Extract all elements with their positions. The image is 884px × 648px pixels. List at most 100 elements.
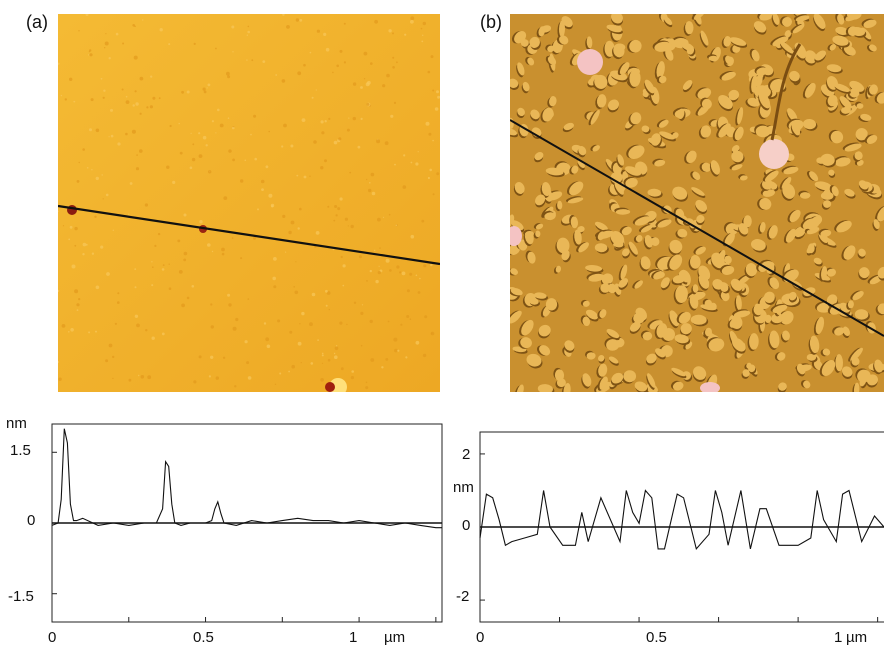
texture-speck bbox=[333, 140, 338, 145]
texture-speck bbox=[254, 157, 257, 161]
texture-speck bbox=[125, 95, 128, 98]
texture-speck bbox=[101, 174, 103, 176]
island bbox=[826, 64, 842, 73]
texture-speck bbox=[320, 378, 324, 382]
island bbox=[738, 274, 751, 285]
island bbox=[527, 251, 536, 264]
texture-speck bbox=[240, 257, 243, 260]
island bbox=[806, 353, 817, 361]
texture-speck bbox=[71, 264, 76, 269]
texture-speck bbox=[299, 207, 302, 211]
island bbox=[647, 188, 662, 197]
island bbox=[784, 30, 792, 38]
texture-speck bbox=[169, 124, 172, 128]
island bbox=[854, 309, 869, 320]
texture-speck bbox=[352, 116, 356, 121]
texture-speck bbox=[401, 271, 406, 276]
texture-speck bbox=[168, 43, 171, 46]
texture-speck bbox=[198, 355, 202, 359]
texture-speck bbox=[202, 135, 207, 140]
texture-speck bbox=[68, 238, 71, 241]
texture-speck bbox=[62, 225, 65, 227]
island bbox=[544, 212, 556, 221]
texture-speck bbox=[149, 105, 153, 109]
island bbox=[672, 274, 686, 284]
texture-speck bbox=[168, 287, 172, 291]
texture-speck bbox=[250, 133, 252, 136]
texture-speck bbox=[202, 87, 206, 91]
island bbox=[734, 126, 744, 141]
island bbox=[510, 78, 519, 88]
texture-speck bbox=[310, 362, 314, 365]
texture-speck bbox=[432, 89, 435, 92]
texture-speck bbox=[114, 322, 117, 325]
texture-speck bbox=[417, 151, 419, 153]
texture-speck bbox=[268, 193, 273, 198]
island bbox=[787, 108, 798, 122]
island bbox=[829, 44, 837, 51]
island bbox=[594, 221, 608, 231]
island bbox=[832, 35, 849, 46]
island bbox=[629, 39, 642, 53]
island bbox=[844, 45, 856, 56]
texture-speck bbox=[369, 182, 371, 184]
ticks-b bbox=[479, 453, 879, 622]
texture-speck bbox=[177, 239, 181, 243]
texture-speck bbox=[385, 358, 389, 361]
texture-speck bbox=[272, 276, 276, 281]
island bbox=[549, 96, 557, 107]
texture-speck bbox=[247, 25, 250, 28]
island bbox=[863, 19, 877, 29]
island bbox=[756, 67, 769, 76]
island bbox=[723, 36, 732, 47]
island bbox=[860, 113, 872, 121]
texture-speck bbox=[89, 49, 92, 52]
texture-speck bbox=[285, 251, 287, 253]
texture-speck bbox=[437, 95, 440, 99]
island bbox=[517, 62, 525, 76]
island bbox=[725, 55, 733, 66]
island bbox=[613, 242, 624, 248]
texture-speck bbox=[301, 118, 306, 122]
texture-speck bbox=[61, 324, 66, 328]
island bbox=[642, 331, 653, 341]
island bbox=[629, 69, 641, 87]
island bbox=[542, 107, 554, 122]
y-tick-b-2: 0 bbox=[462, 517, 470, 534]
texture-speck bbox=[371, 191, 376, 196]
island bbox=[769, 277, 780, 290]
y-unit-b: nm bbox=[453, 479, 474, 496]
texture-speck bbox=[161, 332, 165, 336]
x-unit-a: µm bbox=[384, 629, 405, 646]
island bbox=[783, 269, 799, 283]
island bbox=[820, 229, 832, 237]
island bbox=[663, 16, 673, 26]
texture-speck bbox=[335, 345, 338, 347]
texture-speck bbox=[323, 32, 327, 36]
island bbox=[809, 335, 820, 354]
texture-speck bbox=[100, 77, 103, 80]
island bbox=[791, 122, 801, 136]
texture-speck bbox=[374, 19, 378, 24]
island bbox=[623, 370, 637, 383]
island bbox=[677, 108, 685, 120]
island bbox=[839, 96, 852, 109]
y-tick-b-1: 2 bbox=[462, 446, 470, 463]
island bbox=[692, 366, 707, 380]
texture-speck bbox=[332, 71, 334, 74]
texture-speck bbox=[427, 70, 431, 74]
texture-speck bbox=[334, 355, 338, 360]
texture-speck bbox=[166, 165, 170, 169]
island bbox=[762, 189, 776, 197]
texture-speck bbox=[377, 271, 381, 275]
island bbox=[527, 57, 535, 66]
texture-speck bbox=[351, 370, 355, 373]
texture-speck bbox=[181, 303, 185, 308]
island bbox=[732, 338, 746, 352]
afm-image-b-particle bbox=[510, 226, 522, 246]
island bbox=[835, 354, 844, 372]
island bbox=[535, 194, 546, 206]
island bbox=[724, 232, 735, 246]
texture-speck bbox=[134, 286, 137, 289]
island bbox=[559, 35, 569, 45]
